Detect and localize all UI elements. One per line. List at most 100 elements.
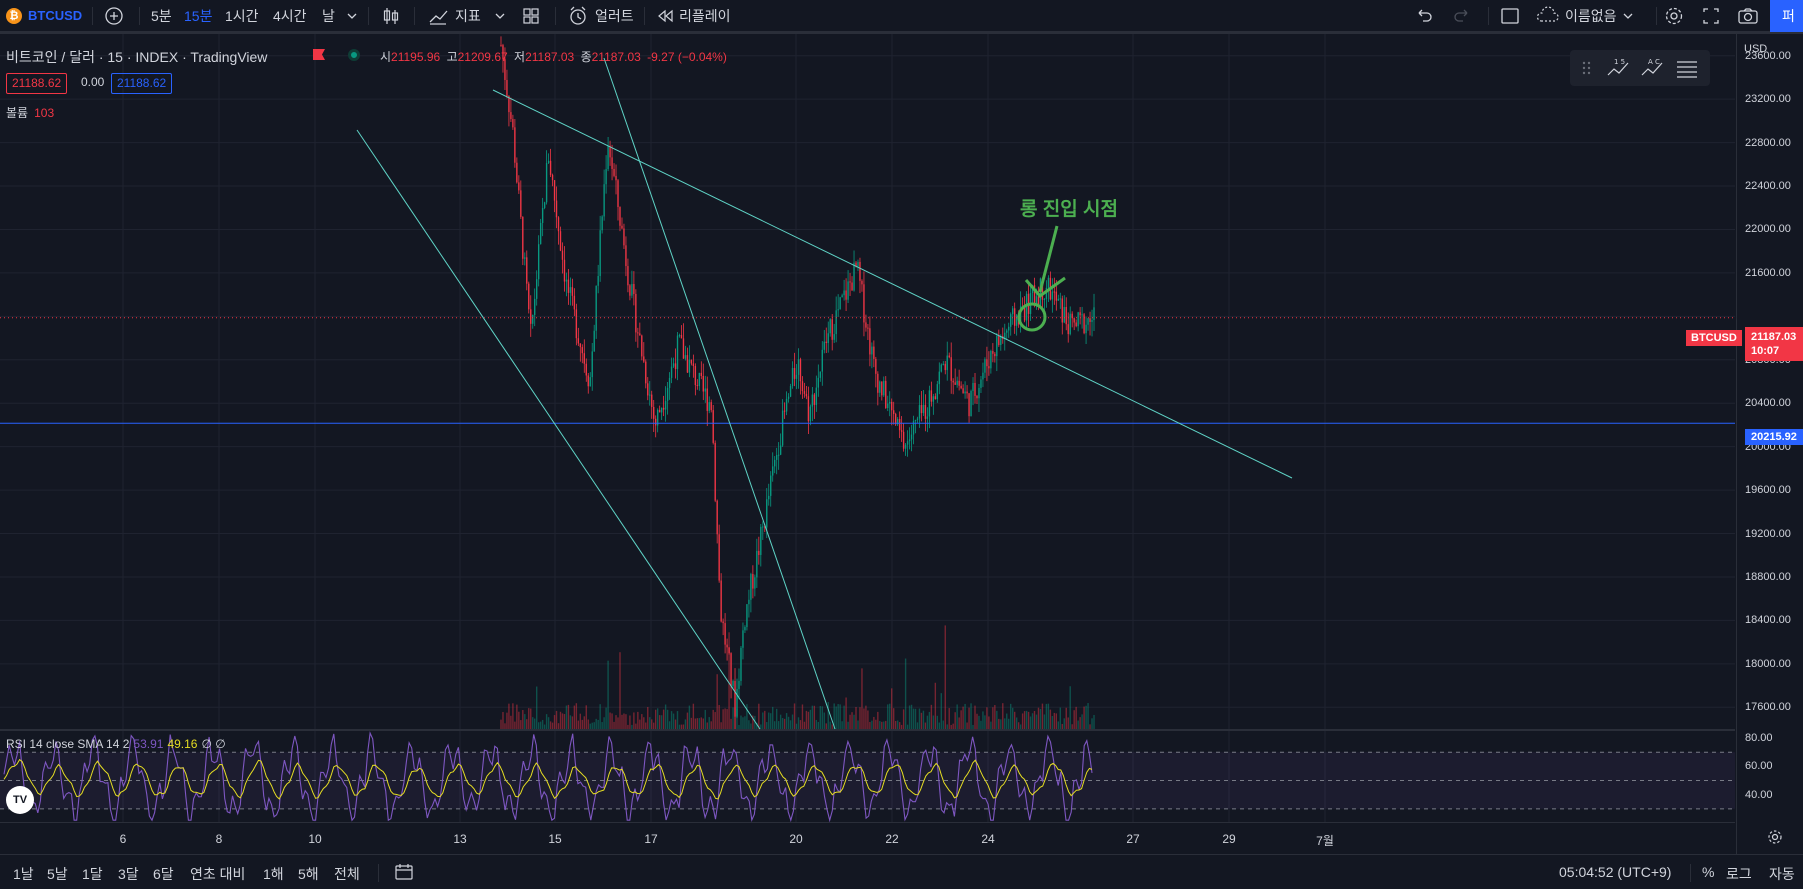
volume-bar	[575, 703, 578, 729]
percent-scale-toggle[interactable]: %	[1702, 864, 1715, 880]
range-1y[interactable]: 1해	[263, 866, 284, 882]
interval-15m[interactable]: 15분	[184, 8, 213, 24]
layout-name-button[interactable]: 이름없음	[1535, 0, 1635, 32]
candle-body	[823, 341, 825, 350]
volume-bar	[720, 722, 722, 729]
interval-dropdown-chevron-icon[interactable]	[346, 0, 358, 32]
high-value: 21209.67	[457, 50, 508, 64]
range-5d[interactable]: 5날	[47, 866, 68, 882]
long-entry-annotation[interactable]: 롱 진입 시점	[1020, 199, 1118, 220]
range-all[interactable]: 전체	[334, 866, 360, 882]
currency-label[interactable]: USD	[1744, 43, 1768, 55]
volume-bar	[813, 705, 816, 729]
compare-add-icon[interactable]	[104, 0, 124, 32]
layout-select-icon[interactable]	[1500, 0, 1520, 32]
candle-body	[1047, 277, 1050, 288]
volume-bar	[543, 724, 546, 729]
settings-gear-icon[interactable]	[1663, 0, 1685, 32]
rsi-tick-label: 40.00	[1745, 788, 1773, 801]
candle-body	[958, 380, 960, 386]
sell-price-button[interactable]: 21188.62	[6, 73, 68, 94]
candle-body	[861, 280, 863, 285]
candle-body	[651, 394, 653, 407]
publish-button[interactable]: 퍼	[1770, 0, 1803, 32]
candle-body	[553, 180, 556, 201]
interval-5m[interactable]: 5분	[151, 8, 172, 24]
volume-bar	[668, 721, 671, 729]
candles-chart-type-icon[interactable]	[381, 0, 401, 32]
candle-body	[750, 574, 752, 600]
candle-body	[831, 319, 833, 340]
candle-body	[579, 343, 582, 348]
candle-body	[904, 444, 907, 449]
symbol-legend-title[interactable]: 비트코인 / 달러 · 15 · INDEX · TradingView	[6, 49, 268, 65]
time-axis[interactable]: 6 8 10 13 15 17 20 22 24 27 29 7월	[0, 822, 1735, 854]
object-tree-icon[interactable]	[1674, 56, 1700, 80]
replay-button[interactable]: 리플레이	[657, 0, 731, 32]
candle-body	[534, 298, 536, 315]
range-6m[interactable]: 6달	[153, 866, 174, 882]
divider	[368, 7, 369, 25]
candle-body	[845, 290, 847, 300]
log-scale-toggle[interactable]: 로그	[1726, 866, 1752, 882]
volume-bar	[605, 707, 607, 729]
indicators-dropdown-chevron-icon[interactable]	[494, 0, 506, 32]
interval-4h[interactable]: 4시간	[273, 8, 307, 24]
volume-bar	[879, 721, 881, 729]
buy-price-button[interactable]: 21188.62	[111, 73, 173, 94]
candle-body	[932, 396, 935, 402]
clock-timezone[interactable]: 05:04:52 (UTC+9)	[1559, 864, 1672, 880]
volume-bar	[992, 707, 994, 729]
candle-body	[940, 364, 942, 372]
price-tick-label: 18800.00	[1745, 570, 1791, 583]
candle-body	[700, 372, 702, 376]
rsi-line	[3, 731, 1093, 823]
volume-bar	[567, 704, 570, 729]
axis-settings-gear-icon[interactable]	[1766, 828, 1784, 851]
candle-body	[718, 534, 720, 581]
range-1d[interactable]: 1날	[13, 866, 34, 882]
snapshot-camera-icon[interactable]	[1737, 0, 1759, 32]
range-5y[interactable]: 5해	[298, 866, 319, 882]
redo-icon[interactable]	[1452, 0, 1472, 32]
drag-handle-icon[interactable]	[1574, 56, 1600, 80]
flag-icon[interactable]	[313, 49, 325, 60]
volume-legend[interactable]: 볼륨 103	[6, 104, 54, 121]
symbol-search-button[interactable]: ₿ BTCUSD	[6, 0, 82, 32]
interval-1h[interactable]: 1시간	[225, 8, 259, 24]
templates-grid-icon[interactable]	[521, 0, 541, 32]
volume-bar	[994, 705, 996, 729]
rsi-sma-line	[3, 758, 1093, 800]
candle-body	[837, 309, 839, 311]
alphabet-compare-icon[interactable]: A C	[1640, 56, 1666, 80]
interval-day[interactable]: 날	[322, 8, 335, 24]
candle-body	[716, 500, 718, 535]
candle-body	[948, 355, 950, 358]
rsi-legend[interactable]: RSI 14 close SMA 14 2 53.91 49.16 ∅ ∅	[6, 737, 226, 751]
chart-canvas[interactable]	[0, 34, 1735, 853]
date-range-calendar-icon[interactable]	[394, 862, 414, 885]
indicators-button[interactable]: 지표	[427, 0, 481, 32]
undo-icon[interactable]	[1414, 0, 1434, 32]
volume-bar	[684, 719, 687, 729]
volume-bar	[1025, 710, 1028, 729]
interval-compare-icon[interactable]: 1 5	[1606, 56, 1632, 80]
fullscreen-icon[interactable]	[1701, 0, 1721, 32]
range-1m[interactable]: 1달	[82, 866, 103, 882]
candle-body	[1073, 318, 1075, 323]
tradingview-logo[interactable]: TV	[6, 786, 34, 814]
chart-pane[interactable]	[0, 34, 1735, 853]
volume-bar	[599, 704, 601, 729]
volume-bar	[815, 719, 818, 729]
auto-scale-toggle[interactable]: 자동	[1769, 866, 1795, 882]
range-3m[interactable]: 3달	[118, 866, 139, 882]
volume-bar	[1035, 714, 1038, 729]
volume-bar	[1002, 703, 1004, 729]
candle-body	[1033, 285, 1036, 306]
candle-body	[734, 681, 736, 717]
volume-bar	[512, 703, 514, 729]
candle-body	[633, 284, 635, 294]
alert-button[interactable]: 얼러트	[567, 0, 634, 32]
candle-body	[797, 359, 800, 375]
range-ytd[interactable]: 연초 대비	[190, 866, 246, 882]
